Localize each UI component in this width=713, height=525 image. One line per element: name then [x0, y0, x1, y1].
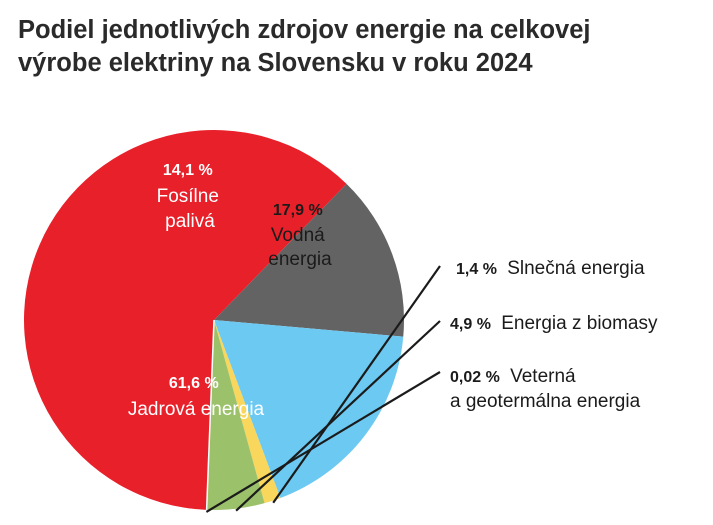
- label-vodna: 17,9 % Vodná energia: [268, 202, 332, 270]
- label-veterna-value: 0,02 %: [450, 369, 500, 386]
- slice-veterna: [205, 319, 215, 510]
- label-biomasa-name: Energia z biomasy: [501, 313, 658, 334]
- label-jadrova: 61,6 % Jadrová energia: [128, 375, 265, 420]
- label-veterna: 0,02 % Veterná a geotermálna energia: [450, 366, 641, 412]
- label-jadrova-name: Jadrová energia: [128, 399, 265, 420]
- pie-slices: [24, 129, 405, 510]
- label-fosilne-name-2: palivá: [165, 211, 215, 232]
- leader-slnecna: [272, 265, 441, 504]
- slice-vodna: [214, 320, 404, 499]
- label-slnecna: 1,4 % Slnečná energia: [456, 258, 645, 279]
- slice-fosilne: [214, 183, 405, 337]
- leader-lines: [205, 265, 441, 513]
- label-fosilne: 14,1 % Fosílne palivá: [157, 162, 224, 232]
- chart-title: Podiel jednotlivých zdrojov energie na c…: [18, 14, 698, 80]
- label-biomasa-value: 4,9 %: [450, 316, 491, 333]
- chart-title-line-2: výrobe elektriny na Slovensku v roku 202…: [18, 49, 533, 77]
- label-vodna-value: 17,9 %: [273, 202, 323, 219]
- label-vodna-name-2: energia: [268, 249, 332, 270]
- slice-slnecna: [214, 320, 281, 504]
- label-jadrova-value: 61,6 %: [169, 375, 219, 392]
- label-vodna-name-1: Vodná: [271, 225, 325, 246]
- chart-title-line-1: Podiel jednotlivých zdrojov energie na c…: [18, 16, 591, 44]
- leader-biomasa: [235, 320, 441, 512]
- label-fosilne-name-1: Fosílne: [157, 186, 219, 207]
- slice-biomasa: [206, 320, 265, 510]
- slice-jadrova: [24, 129, 347, 510]
- label-slnecna-value: 1,4 %: [456, 261, 497, 278]
- label-veterna-name-2: a geotermálna energia: [450, 391, 641, 412]
- label-veterna-name-1: Veterná: [510, 366, 576, 387]
- leader-veterna: [205, 371, 441, 513]
- label-fosilne-value: 14,1 %: [163, 162, 213, 179]
- label-slnecna-name: Slnečná energia: [507, 258, 645, 279]
- label-biomasa: 4,9 % Energia z biomasy: [450, 313, 658, 334]
